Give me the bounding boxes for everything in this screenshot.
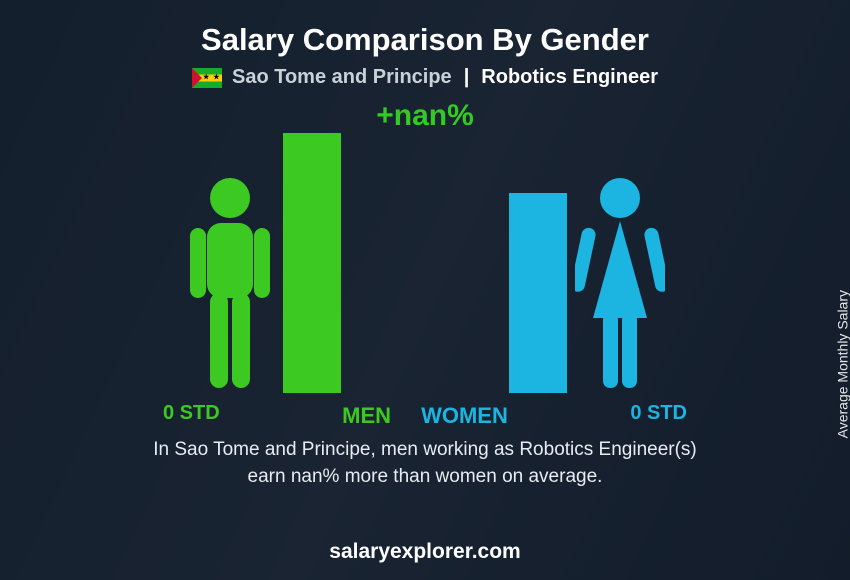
site-credit: salaryexplorer.com [329, 540, 520, 564]
page-title: Salary Comparison By Gender [201, 22, 649, 58]
female-icon [575, 173, 665, 393]
country-label: Sao Tome and Principe [232, 66, 452, 89]
chart-area: +nan% 0 STD 0 STD [145, 99, 705, 429]
gender-label-row: MEN WOMEN [145, 403, 705, 429]
infographic-container: Salary Comparison By Gender Sao Tome and… [0, 0, 850, 580]
caption-line-2: earn nan% more than women on average. [248, 466, 603, 487]
caption: In Sao Tome and Principe, men working as… [153, 437, 697, 490]
male-label: MEN [342, 403, 391, 429]
female-group [501, 173, 665, 393]
flag-icon [192, 68, 222, 88]
separator: | [464, 66, 470, 89]
male-icon [185, 173, 275, 393]
percent-label: +nan% [376, 99, 474, 133]
female-bar [509, 193, 567, 393]
male-bar [283, 133, 341, 393]
job-label: Robotics Engineer [481, 66, 658, 89]
caption-line-1: In Sao Tome and Principe, men working as… [153, 439, 697, 460]
subtitle-row: Sao Tome and Principe | Robotics Enginee… [192, 66, 658, 89]
female-label: WOMEN [421, 403, 508, 429]
male-group [185, 133, 349, 393]
y-axis-label: Average Monthly Salary [834, 290, 850, 438]
